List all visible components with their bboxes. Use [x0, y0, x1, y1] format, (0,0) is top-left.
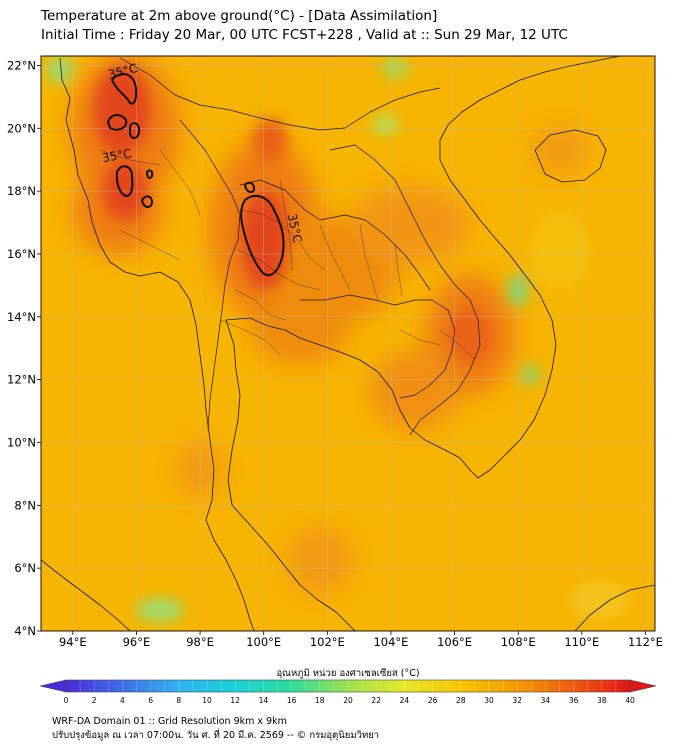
colorbar-tick-label: 12	[230, 696, 240, 705]
contour-line	[115, 165, 134, 198]
colorbar: 0 2 4 6 8 10 12 14 16 18 20 22 24 26 28 30 32 34 36 38 40	[39, 679, 657, 705]
coastline-hainan	[534, 129, 607, 183]
colorbar-tick-label: 36	[569, 696, 579, 705]
lon-tick-label: 96°E	[123, 635, 151, 649]
contour-line	[240, 194, 285, 277]
coastline-gulf-north	[225, 56, 621, 479]
coastline-peninsula-east	[225, 319, 356, 631]
colorbar-tick-label: 22	[371, 696, 381, 705]
contour-line	[243, 181, 256, 194]
colorbar-title: อุณหภูมิ หน่วย องศาเซลเซียส (°C)	[276, 667, 419, 679]
lat-tick-label: 22°N	[7, 58, 36, 72]
colorbar-tick-label: 34	[541, 696, 551, 705]
latitude-labels: 22°N 20°N 18°N 16°N 14°N 12°N 10°N 8°N 6°N 4°N	[7, 58, 41, 638]
contour-line	[110, 73, 138, 105]
colorbar-tick-label: 10	[202, 696, 212, 705]
lat-tick-label: 8°N	[14, 498, 36, 512]
lon-tick-label: 106°E	[437, 635, 472, 649]
contour-line	[145, 169, 154, 180]
coastline-peninsula-west	[205, 519, 255, 631]
contour-label: 35°C	[107, 61, 139, 82]
lon-tick-label: 104°E	[373, 635, 408, 649]
hot-areas	[70, 56, 590, 595]
colorbar-tick-label: 24	[400, 696, 410, 705]
cool-areas	[46, 56, 630, 622]
colorbar-tick-label: 40	[625, 696, 635, 705]
colorbar-max-extension	[629, 679, 657, 693]
colorbar-tick-label: 16	[287, 696, 297, 705]
lon-tick-label: 98°E	[186, 635, 214, 649]
colorbar-tick-label: 8	[176, 696, 181, 705]
temperature-map: 35°C 35°C 35°C 22°N 20°N 18°N 16°N 14°N 12°N 1…	[7, 55, 663, 705]
colorbar-tick-label: 4	[120, 696, 125, 705]
footer-update-info: ปรับปรุงข้อมูล ณ เวลา 07:00น. วัน ศ. ที่…	[52, 730, 380, 741]
lat-tick-label: 14°N	[7, 310, 36, 324]
colorbar-tick-label: 2	[92, 696, 97, 705]
lat-tick-label: 12°N	[7, 373, 36, 387]
lat-tick-label: 6°N	[14, 561, 36, 575]
border-myanmar-thailand	[179, 119, 241, 431]
colorbar-tick-label: 0	[64, 696, 69, 705]
temperature-field	[41, 56, 655, 631]
lat-tick-label: 10°N	[7, 435, 36, 449]
colorbar-min-extension	[39, 679, 67, 693]
border-china	[119, 57, 441, 131]
lat-tick-label: 4°N	[14, 624, 36, 638]
lon-tick-label: 102°E	[310, 635, 345, 649]
colorbar-tick-label: 20	[343, 696, 353, 705]
colorbar-tick-label: 38	[597, 696, 607, 705]
border-laos-vietnam	[329, 144, 471, 301]
lon-tick-label: 108°E	[501, 635, 536, 649]
colorbar-tick-label: 30	[484, 696, 494, 705]
coastlines-borders	[41, 56, 655, 631]
coastline-borneo	[574, 584, 655, 631]
contour-line	[140, 195, 154, 208]
lat-tick-label: 20°N	[7, 121, 36, 135]
graticule	[41, 56, 655, 632]
footer-model-info: WRF-DA Domain 01 :: Grid Resolution 9km …	[52, 716, 287, 727]
contour-line	[129, 122, 141, 139]
contour-labels: 35°C 35°C 35°C	[101, 61, 305, 244]
contour-line	[106, 114, 128, 131]
lat-tick-label: 16°N	[7, 247, 36, 261]
lat-tick-label: 18°N	[7, 184, 36, 198]
border-thailand-laos	[239, 179, 431, 291]
map-subtitle: Initial Time : Friday 20 Mar, 00 UTC FCS…	[41, 27, 568, 43]
contour-label: 35°C	[285, 212, 305, 244]
map-title: Temperature at 2m above ground(°C) - [Da…	[41, 8, 438, 24]
colorbar-tick-label: 14	[259, 696, 269, 705]
longitude-labels: 94°E 96°E 98°E 100°E 102°E 104°E 106°E 108°E 110…	[59, 631, 663, 649]
contour-label: 35°C	[101, 146, 133, 165]
province-lines	[99, 149, 476, 361]
colorbar-tick-label: 32	[512, 696, 522, 705]
lon-tick-label: 100°E	[246, 635, 281, 649]
colorbar-tick-label: 28	[456, 696, 466, 705]
border-cambodia-vietnam	[409, 299, 481, 436]
lon-tick-label: 94°E	[59, 635, 87, 649]
colorbar-tick-label: 18	[315, 696, 325, 705]
contours-35C	[106, 73, 285, 277]
lon-tick-label: 112°E	[628, 635, 663, 649]
colorbar-tick-label: 26	[428, 696, 438, 705]
coastline-sumatra	[41, 559, 131, 631]
coastline-myanmar-west	[59, 57, 215, 521]
colorbar-tick-label: 6	[148, 696, 153, 705]
lon-tick-label: 110°E	[564, 635, 599, 649]
border-thailand-cambodia	[300, 294, 456, 399]
plot-frame	[40, 55, 656, 632]
